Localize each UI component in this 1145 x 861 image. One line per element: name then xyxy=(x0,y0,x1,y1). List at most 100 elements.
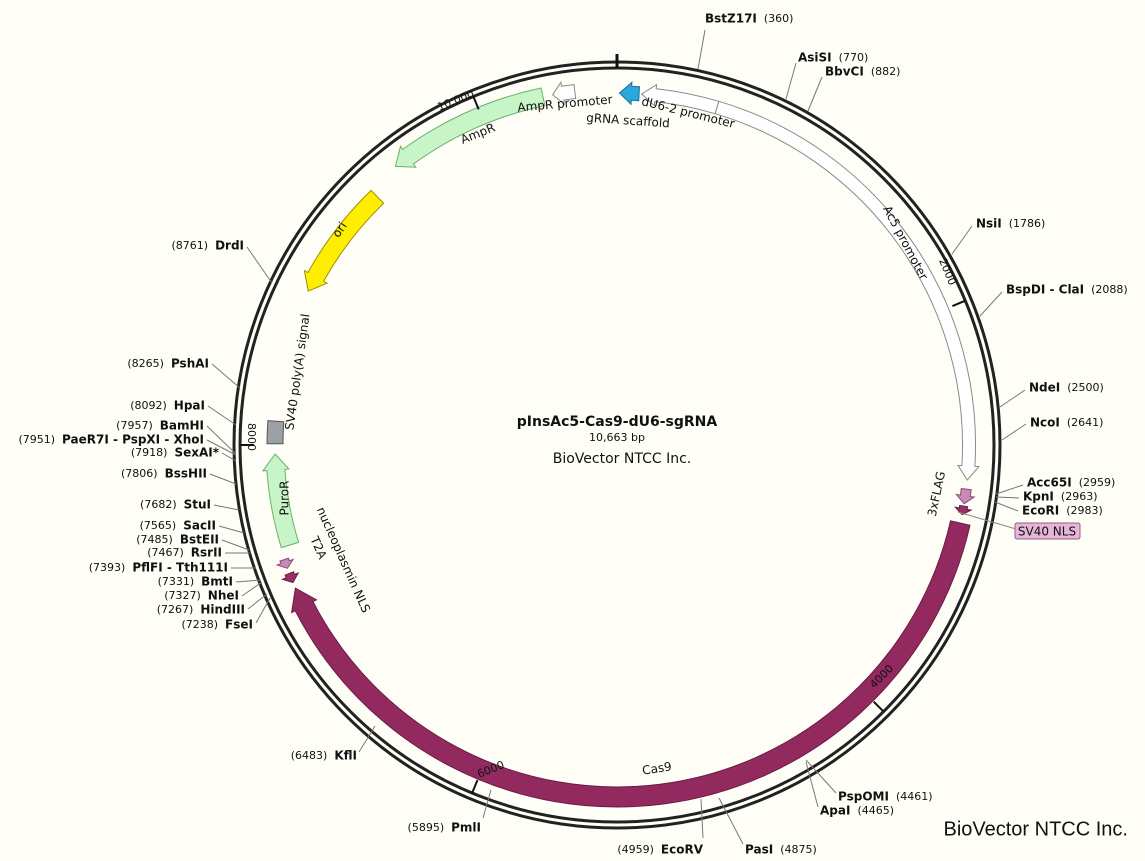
backbone-outer xyxy=(232,60,1002,830)
site-position: (7267) xyxy=(157,603,194,616)
site-position: (7806) xyxy=(121,467,158,480)
feature-label-box xyxy=(1014,522,1081,540)
site-name: BssHII xyxy=(165,467,207,481)
site-connector xyxy=(1001,423,1027,441)
site-connector xyxy=(805,761,819,808)
site-position: (2500) xyxy=(1067,381,1104,394)
site-position: (7565) xyxy=(140,519,177,532)
feature-label: PuroR xyxy=(278,481,292,516)
site-name: NcoI xyxy=(1030,416,1060,430)
site-name: RsrII xyxy=(191,546,222,560)
site-connector xyxy=(235,579,262,583)
site-position: (770) xyxy=(839,51,869,64)
plasmid-length: 10,663 bp xyxy=(589,431,645,444)
site-name: NheI xyxy=(208,589,239,603)
site-position: (7238) xyxy=(181,618,218,631)
scale-tick xyxy=(472,96,480,110)
site-position: (7682) xyxy=(140,498,177,511)
site-name: PspOMI xyxy=(838,790,889,804)
feature-arrow xyxy=(953,504,973,516)
site-name: ApaI xyxy=(820,804,850,818)
site-connector xyxy=(206,439,237,456)
site-position: (2983) xyxy=(1066,504,1103,517)
watermark: BioVector NTCC Inc. xyxy=(943,818,1128,840)
site-connector xyxy=(213,504,240,511)
site-name: BspDI - ClaI xyxy=(1006,283,1084,297)
site-connector xyxy=(718,797,744,845)
feature-arrow xyxy=(714,100,980,481)
feature-label: 3xFLAG xyxy=(925,470,948,518)
site-name: BbvCI xyxy=(825,65,864,79)
site-name: HpaI xyxy=(174,399,205,413)
site-name: BstZ17I xyxy=(705,12,757,26)
site-position: (7393) xyxy=(89,561,126,574)
site-name: EcoRI xyxy=(1022,504,1059,518)
site-position: (2641) xyxy=(1067,416,1104,429)
feature-arrow xyxy=(552,80,577,106)
site-position: (7327) xyxy=(164,589,201,602)
site-connector xyxy=(255,597,271,624)
site-connector xyxy=(995,496,1020,499)
site-position: (5895) xyxy=(408,821,445,834)
site-connector xyxy=(241,581,263,597)
feature-arrow xyxy=(280,571,300,584)
scale-tick xyxy=(872,700,885,713)
site-name: NdeI xyxy=(1029,381,1060,395)
feature-arrow xyxy=(290,520,971,808)
site-name: FseI xyxy=(225,618,253,632)
plasmid-company: BioVector NTCC Inc. xyxy=(553,451,691,467)
site-connector xyxy=(951,225,973,255)
site-name: HindIII xyxy=(200,603,245,617)
site-position: (360) xyxy=(764,12,794,25)
site-name: DrdI xyxy=(215,239,244,253)
site-connector xyxy=(999,389,1026,408)
plasmid-name: pInsAc5-Cas9-dU6-sgRNA xyxy=(517,414,718,430)
site-name: PmlI xyxy=(451,821,481,835)
site-position: (7485) xyxy=(136,533,173,546)
site-name: KpnI xyxy=(1023,490,1054,504)
site-position: (4959) xyxy=(617,843,654,856)
site-position: (8092) xyxy=(130,399,167,412)
site-position: (2088) xyxy=(1091,283,1128,296)
site-connector xyxy=(697,29,706,70)
site-name: PflFI - Tth111I xyxy=(132,561,228,575)
site-connector xyxy=(785,62,797,100)
feature-label: SV40 NLS xyxy=(1018,525,1076,539)
site-position: (4875) xyxy=(780,843,817,856)
site-connector xyxy=(995,484,1024,495)
scale-tick-label: 10,000 xyxy=(436,87,477,113)
scale-tick xyxy=(951,299,966,308)
site-position: (7918) xyxy=(131,446,168,459)
scale-tick xyxy=(471,779,479,794)
site-name: BamHI xyxy=(160,419,204,433)
site-connector xyxy=(482,789,492,819)
site-position: (2963) xyxy=(1061,490,1098,503)
site-connector xyxy=(221,539,250,551)
site-position: (4465) xyxy=(857,804,894,817)
feature-connector xyxy=(957,511,1017,530)
scale-tick-label: 8000 xyxy=(245,423,258,451)
feature-arrow xyxy=(261,453,300,549)
site-position: (6483) xyxy=(291,749,328,762)
site-name: PshAI xyxy=(171,357,209,371)
site-connector xyxy=(221,452,237,462)
site-connector xyxy=(218,525,245,534)
feature-arrow xyxy=(394,87,546,168)
site-name: BstEII xyxy=(180,533,219,547)
feature-arrow xyxy=(640,83,720,115)
feature-arrow xyxy=(955,487,976,505)
site-connector xyxy=(807,76,823,112)
site-connector xyxy=(209,473,237,485)
site-connector xyxy=(247,593,268,610)
feature-label: SV40 poly(A) signal xyxy=(282,313,312,431)
site-connector xyxy=(700,798,704,839)
site-position: (8265) xyxy=(127,357,164,370)
feature-arrow xyxy=(618,81,641,106)
feature-label: gRNA scaffold xyxy=(586,111,670,131)
feature-arrow xyxy=(303,189,385,292)
site-position: (4461) xyxy=(896,790,933,803)
site-name: Acc65I xyxy=(1027,476,1072,490)
site-name: BmtI xyxy=(201,575,233,589)
site-position: (7331) xyxy=(158,575,195,588)
